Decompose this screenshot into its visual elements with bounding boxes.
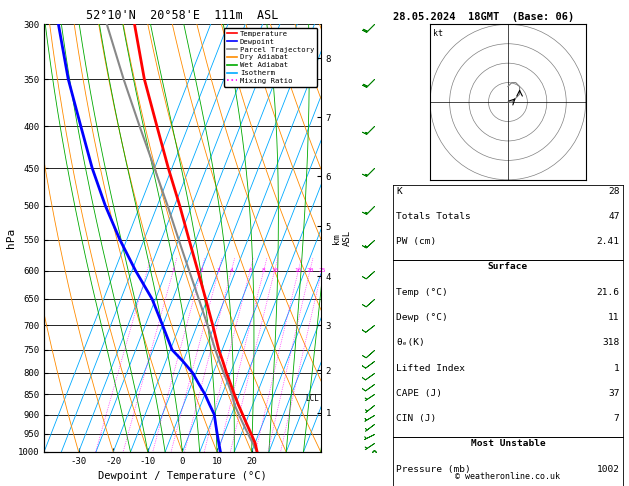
Text: Dewp (°C): Dewp (°C): [396, 313, 448, 322]
Text: 3: 3: [217, 268, 221, 273]
Text: 21.6: 21.6: [596, 288, 620, 297]
Text: 28.05.2024  18GMT  (Base: 06): 28.05.2024 18GMT (Base: 06): [393, 12, 574, 22]
Text: 37: 37: [608, 389, 620, 398]
Text: 2: 2: [199, 268, 203, 273]
Text: © weatheronline.co.uk: © weatheronline.co.uk: [455, 472, 560, 481]
Text: kt: kt: [433, 29, 443, 38]
Text: 1002: 1002: [596, 465, 620, 474]
Text: LCL: LCL: [305, 394, 319, 403]
Text: Most Unstable: Most Unstable: [470, 439, 545, 449]
Text: 1: 1: [614, 364, 620, 373]
Text: 20: 20: [306, 268, 314, 273]
Text: Lifted Index: Lifted Index: [396, 364, 465, 373]
Text: 1: 1: [172, 268, 175, 273]
Text: 11: 11: [608, 313, 620, 322]
Text: K: K: [396, 187, 402, 196]
Text: Temp (°C): Temp (°C): [396, 288, 448, 297]
Text: Surface: Surface: [488, 262, 528, 272]
Text: PW (cm): PW (cm): [396, 237, 437, 246]
Text: θₑ(K): θₑ(K): [396, 338, 425, 347]
Text: 28: 28: [608, 187, 620, 196]
Text: 7: 7: [614, 414, 620, 423]
X-axis label: Dewpoint / Temperature (°C): Dewpoint / Temperature (°C): [98, 471, 267, 482]
Text: 318: 318: [603, 338, 620, 347]
Text: Totals Totals: Totals Totals: [396, 212, 471, 221]
Y-axis label: hPa: hPa: [6, 228, 16, 248]
Text: 2.41: 2.41: [596, 237, 620, 246]
Text: 4: 4: [230, 268, 233, 273]
Text: 8: 8: [262, 268, 265, 273]
Text: 47: 47: [608, 212, 620, 221]
Text: CAPE (J): CAPE (J): [396, 389, 442, 398]
Y-axis label: km
ASL: km ASL: [332, 230, 352, 246]
Text: 6: 6: [248, 268, 252, 273]
Legend: Temperature, Dewpoint, Parcel Trajectory, Dry Adiabat, Wet Adiabat, Isotherm, Mi: Temperature, Dewpoint, Parcel Trajectory…: [224, 28, 317, 87]
Text: Pressure (mb): Pressure (mb): [396, 465, 471, 474]
Text: 25: 25: [318, 268, 326, 273]
Text: CIN (J): CIN (J): [396, 414, 437, 423]
Text: 16: 16: [294, 268, 302, 273]
Title: 52°10'N  20°58'E  111m  ASL: 52°10'N 20°58'E 111m ASL: [86, 9, 279, 22]
Text: 10: 10: [271, 268, 279, 273]
